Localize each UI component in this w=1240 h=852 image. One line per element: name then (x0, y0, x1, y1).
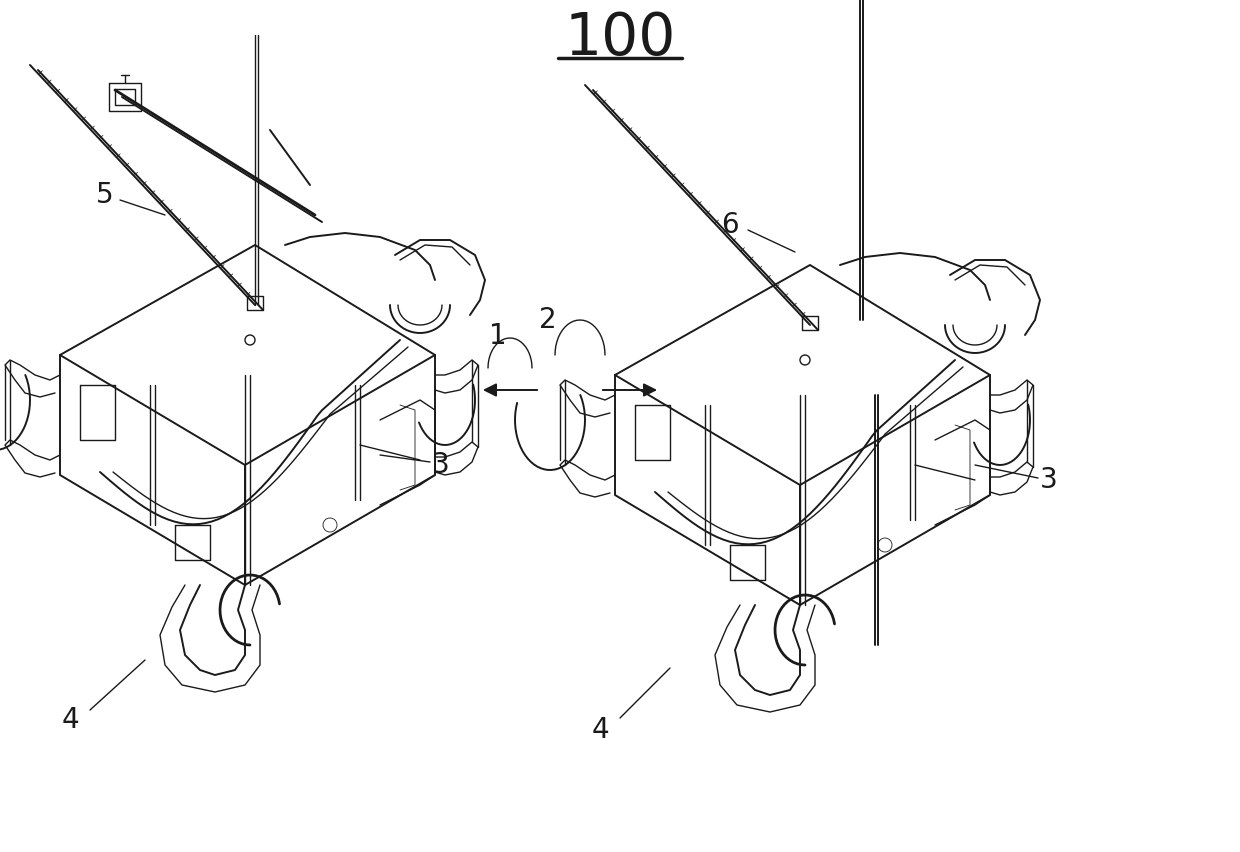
Text: 6: 6 (722, 211, 739, 239)
Text: 4: 4 (591, 716, 609, 744)
Text: 3: 3 (432, 451, 450, 479)
Text: 3: 3 (1040, 466, 1058, 494)
Text: 2: 2 (539, 306, 557, 334)
Text: 100: 100 (564, 9, 676, 66)
Text: 4: 4 (61, 706, 79, 734)
Text: 5: 5 (97, 181, 114, 209)
Text: 1: 1 (490, 322, 507, 350)
